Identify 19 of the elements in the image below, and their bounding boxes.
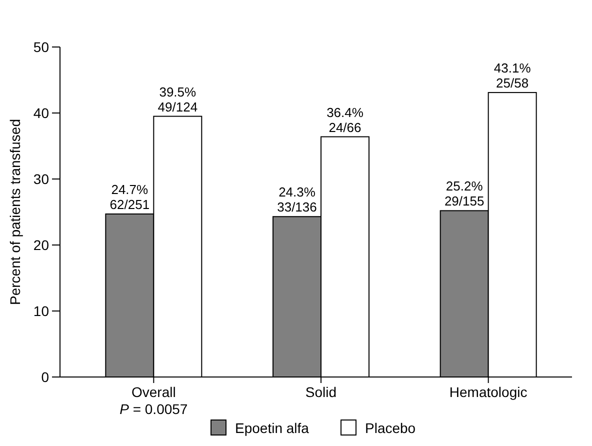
legend-label: Epoetin alfa (235, 420, 310, 436)
data-label: 39.5% 49/124 (158, 84, 198, 114)
x-tick-label: Solid (305, 384, 337, 400)
x-tick-label: Overall (131, 384, 176, 400)
y-tick-label: 30 (33, 170, 50, 187)
data-label: 25.2% 29/155 (444, 178, 484, 209)
x-tick-label: Hematologic (449, 384, 528, 400)
data-label: 24.7% 62/251 (110, 182, 150, 212)
data-label: 24.3% 33/136 (277, 184, 317, 215)
y-tick-label: 40 (33, 104, 50, 121)
y-axis-title: Percent of patients transfused (7, 119, 23, 305)
legend-label: Placebo (365, 420, 416, 436)
y-tick-label: 10 (33, 302, 50, 319)
y-tick-label: 50 (33, 38, 50, 55)
data-label: 36.4% 24/66 (326, 104, 364, 135)
text: P = 0.0057 (120, 401, 188, 417)
y-tick-label: 20 (33, 236, 50, 253)
data-label: 43.1% 25/58 (494, 60, 532, 91)
y-tick-label: 0 (41, 368, 50, 385)
